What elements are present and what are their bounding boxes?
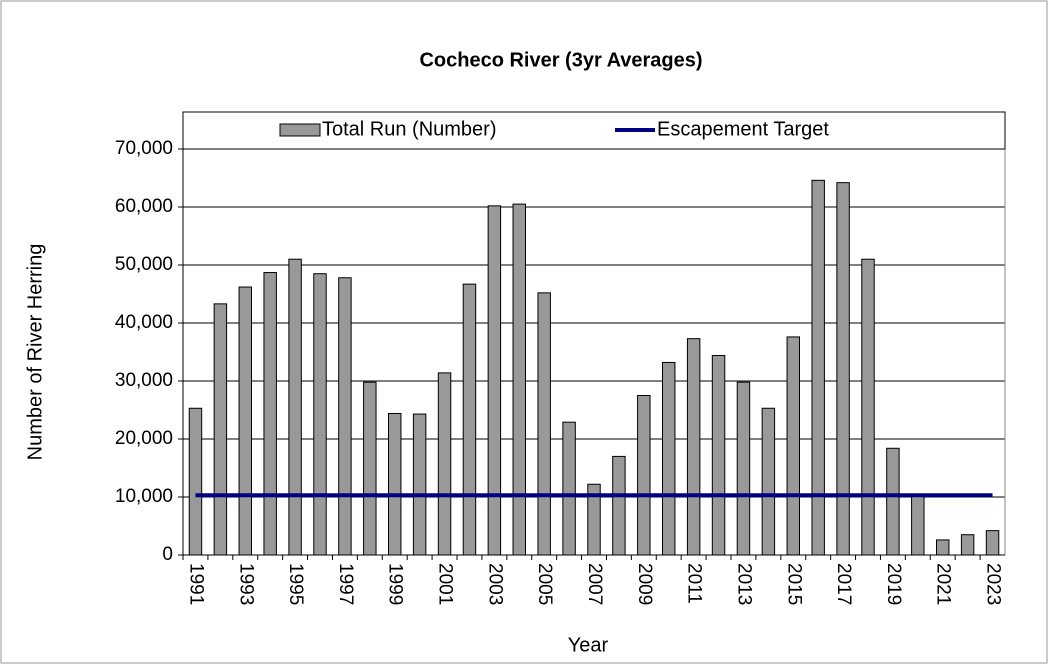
y-axis-label: Number of River Herring — [24, 244, 46, 461]
bar — [363, 381, 377, 556]
x-tick-label: 2011 — [684, 563, 705, 604]
y-tick-label: 10,000 — [115, 486, 173, 507]
bar — [911, 495, 925, 556]
bar — [936, 539, 950, 556]
x-tick-label: 2021 — [933, 563, 954, 605]
y-tick-label: 20,000 — [115, 428, 173, 449]
bar — [437, 372, 452, 556]
x-tick-label: 2017 — [833, 563, 854, 605]
x-tick-label: 1995 — [285, 563, 306, 605]
x-axis-label: Year — [568, 634, 609, 656]
bar — [462, 283, 477, 556]
bar — [238, 286, 253, 556]
x-tick-label: 2019 — [883, 563, 904, 605]
bar — [562, 421, 576, 556]
legend-swatch — [279, 123, 321, 137]
x-tick-label: 2023 — [983, 563, 1004, 605]
legend-label: Escapement Target — [657, 118, 829, 140]
bar — [412, 413, 427, 556]
bar — [263, 272, 277, 556]
y-tick-label: 40,000 — [115, 312, 173, 333]
bar — [512, 203, 527, 556]
y-tick-label: 50,000 — [115, 254, 173, 275]
bar — [886, 447, 900, 556]
bar — [188, 407, 203, 556]
bar — [587, 483, 601, 556]
bar — [213, 303, 228, 556]
x-tick-label: 1991 — [185, 563, 206, 605]
bar — [736, 381, 751, 556]
bar — [985, 530, 1000, 556]
bar — [786, 336, 801, 556]
bar — [960, 534, 975, 556]
y-tick-label: 0 — [162, 544, 173, 565]
bar — [612, 455, 626, 556]
bar — [836, 182, 850, 556]
bar — [313, 273, 327, 556]
x-tick-label: 2013 — [733, 563, 754, 605]
bar — [686, 338, 701, 556]
y-tick-label: 70,000 — [115, 138, 173, 159]
x-tick-label: 2015 — [783, 563, 804, 605]
x-tick-label: 1997 — [335, 563, 356, 605]
bar — [487, 205, 502, 556]
bar — [637, 395, 651, 556]
x-tick-label: 2009 — [634, 563, 655, 605]
x-tick-label: 1993 — [235, 563, 256, 605]
x-tick-label: 1999 — [385, 563, 406, 605]
x-tick-label: 2005 — [534, 563, 555, 605]
bar — [861, 258, 875, 556]
bar — [537, 292, 551, 556]
legend-label: Total Run (Number) — [322, 118, 497, 140]
bar — [711, 354, 726, 556]
x-tick-label: 2003 — [484, 563, 505, 605]
y-tick-label: 60,000 — [115, 196, 173, 217]
bar — [811, 179, 825, 556]
bar — [388, 412, 402, 556]
chart-title: Cocheco River (3yr Averages) — [419, 49, 702, 71]
bar — [338, 277, 352, 556]
x-tick-label: 2001 — [435, 563, 456, 605]
y-tick-label: 30,000 — [115, 370, 173, 391]
bar — [288, 258, 302, 556]
bar — [761, 407, 776, 556]
bar — [662, 361, 676, 556]
x-tick-label: 2007 — [584, 563, 605, 605]
